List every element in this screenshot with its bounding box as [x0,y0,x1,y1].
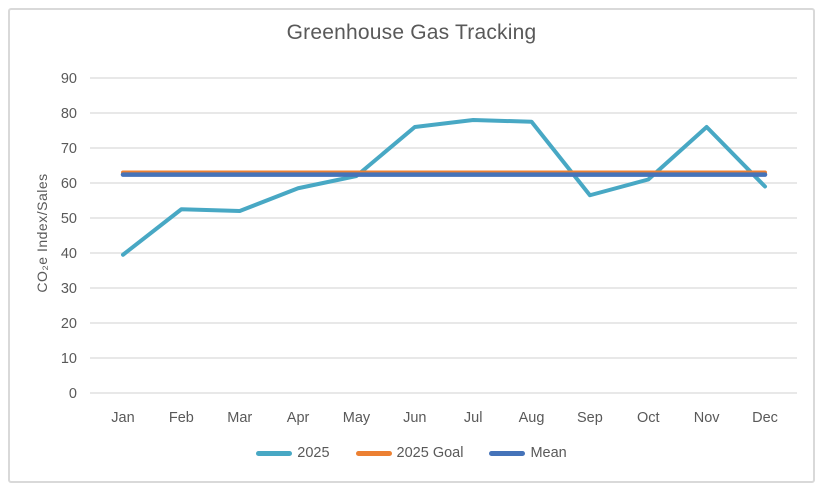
y-tick-label: 70 [61,141,77,157]
y-tick-label: 10 [61,351,77,367]
legend: 2025 2025 Goal Mean [0,445,823,461]
y-tick-label: 30 [61,281,77,297]
y-tick-label: 60 [61,176,77,192]
legend-label: Mean [530,445,567,461]
legend-swatch-icon [256,450,293,456]
x-tick-label: Jun [403,410,426,426]
x-tick-label: Feb [169,410,194,426]
x-tick-label: Aug [519,410,545,426]
x-tick-label: Sep [577,410,603,426]
y-tick-label: 80 [61,106,77,122]
x-tick-label: Dec [752,410,778,426]
chart-title: Greenhouse Gas Tracking [286,21,537,44]
legend-label: 2025 Goal [396,445,464,461]
x-tick-label: Nov [694,410,721,426]
legend-label: 2025 [297,445,330,461]
y-tick-label: 90 [61,71,77,87]
x-tick-label: Apr [287,410,310,426]
x-tick-label: May [343,410,371,426]
y-tick-label: 50 [61,211,77,227]
legend-swatch-icon [489,450,526,456]
legend-item-2025: 2025 [256,445,330,461]
x-tick-label: Mar [227,410,252,426]
y-tick-label: 0 [69,386,77,402]
x-tick-label: Jul [464,410,483,426]
y-tick-label: 20 [61,316,77,332]
x-tick-label: Oct [637,410,660,426]
series-line-2025 [121,118,767,257]
legend-item-mean: Mean [489,445,567,461]
legend-item-2025-goal: 2025 Goal [355,445,464,461]
legend-swatch-icon [355,450,392,456]
x-tick-label: Jan [111,410,134,426]
y-tick-label: 40 [61,246,77,262]
